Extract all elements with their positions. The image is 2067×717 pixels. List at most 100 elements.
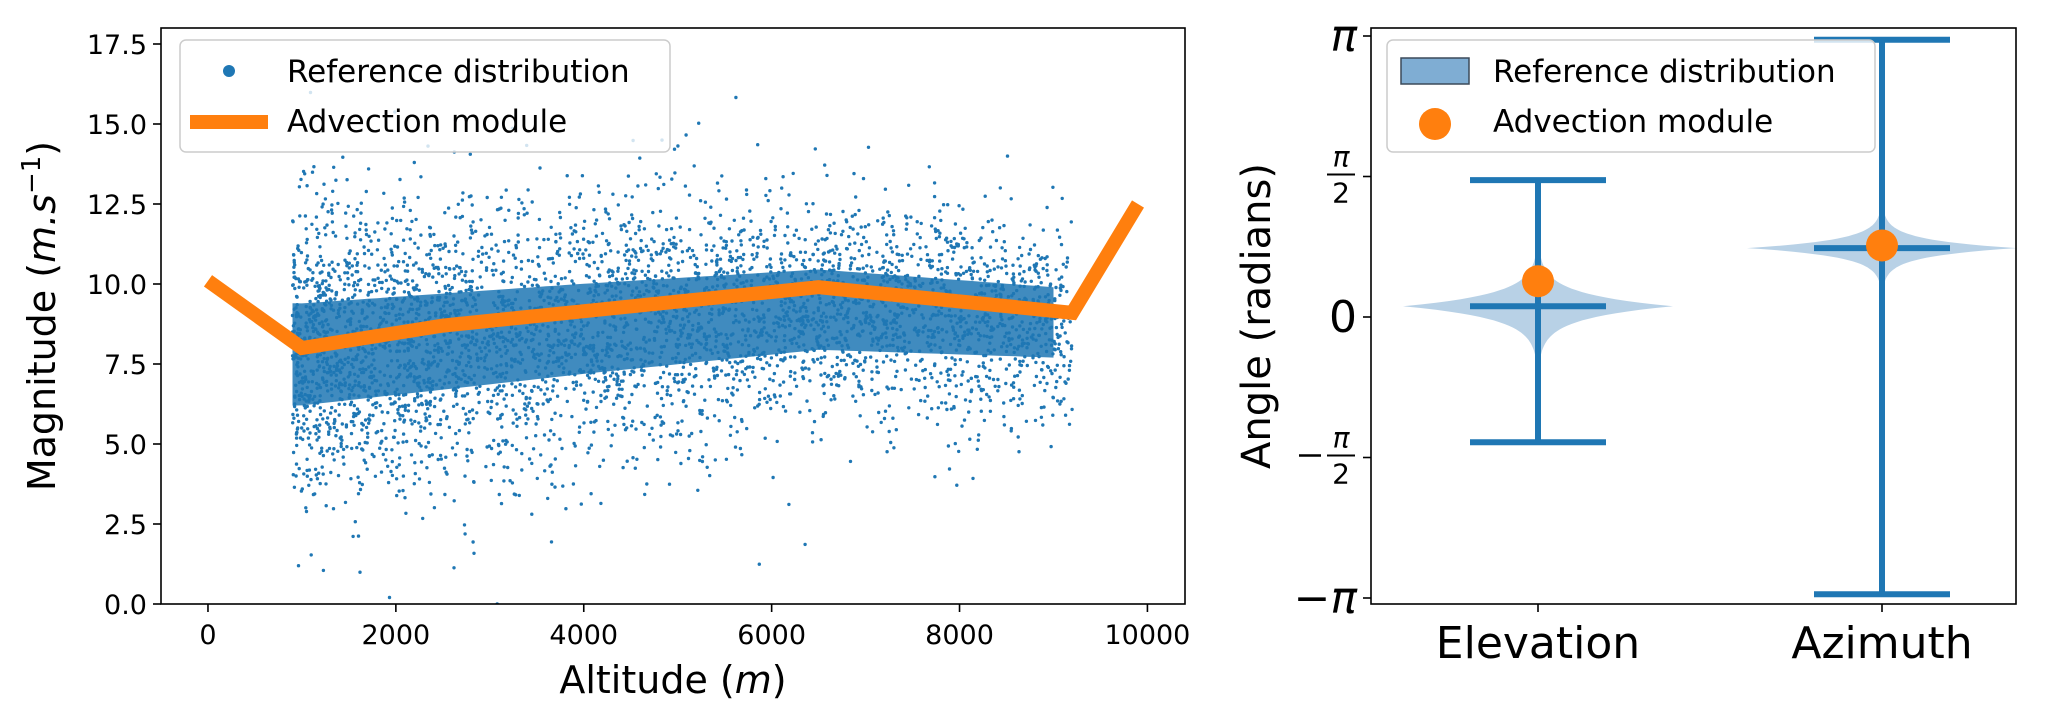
scatter-point bbox=[574, 383, 579, 388]
scatter-point bbox=[303, 280, 307, 284]
scatter-point bbox=[640, 373, 644, 377]
scatter-point bbox=[396, 411, 400, 415]
scatter-point bbox=[764, 193, 768, 198]
scatter-point bbox=[989, 358, 994, 362]
scatter-point bbox=[820, 237, 824, 241]
scatter-point bbox=[573, 464, 578, 468]
scatter-point bbox=[1039, 281, 1043, 285]
scatter-point bbox=[716, 397, 721, 402]
scatter-point bbox=[497, 443, 501, 448]
scatter-point bbox=[359, 201, 363, 205]
scatter-point bbox=[859, 385, 863, 389]
scatter-point bbox=[511, 421, 515, 425]
scatter-point bbox=[635, 457, 639, 461]
scatter-point bbox=[930, 407, 934, 411]
scatter-point bbox=[371, 413, 375, 418]
scatter-point bbox=[333, 419, 337, 423]
scatter-point bbox=[895, 353, 899, 357]
scatter-point bbox=[483, 234, 487, 238]
scatter-point bbox=[409, 418, 413, 422]
scatter-point bbox=[634, 269, 638, 273]
scatter-point bbox=[887, 404, 892, 408]
scatter-point bbox=[867, 246, 872, 250]
scatter-point bbox=[1009, 398, 1013, 403]
scatter-point bbox=[1051, 185, 1055, 189]
scatter-point bbox=[700, 412, 704, 416]
scatter-point bbox=[708, 384, 713, 389]
scatter-point bbox=[420, 401, 424, 406]
scatter-point bbox=[500, 412, 504, 417]
scatter-point bbox=[351, 284, 356, 288]
scatter-point bbox=[567, 202, 572, 206]
scatter-point bbox=[388, 274, 392, 278]
scatter-point bbox=[750, 253, 754, 257]
scatter-point bbox=[413, 438, 418, 443]
scatter-point bbox=[628, 372, 633, 377]
scatter-point bbox=[944, 236, 949, 240]
scatter-point bbox=[423, 412, 427, 416]
scatter-point bbox=[808, 379, 812, 383]
scatter-point bbox=[1060, 325, 1064, 330]
scatter-point bbox=[787, 193, 791, 197]
scatter-point bbox=[788, 355, 793, 359]
scatter-point bbox=[417, 403, 421, 407]
scatter-point bbox=[417, 477, 422, 481]
scatter-point bbox=[345, 236, 349, 240]
scatter-point bbox=[992, 267, 996, 271]
scatter-point bbox=[839, 358, 843, 363]
scatter-point bbox=[416, 395, 420, 399]
scatter-point bbox=[610, 371, 615, 375]
scatter-point bbox=[713, 458, 717, 462]
scatter-point bbox=[334, 178, 338, 182]
scatter-point bbox=[1065, 289, 1069, 294]
scatter-point bbox=[940, 267, 944, 271]
scatter-point bbox=[757, 562, 761, 566]
scatter-point bbox=[810, 431, 815, 435]
scatter-point bbox=[579, 502, 583, 506]
scatter-point bbox=[642, 422, 646, 427]
scatter-point bbox=[656, 186, 660, 191]
scatter-point bbox=[320, 205, 324, 209]
scatter-point bbox=[543, 277, 548, 281]
scatter-point bbox=[469, 224, 473, 228]
scatter-point bbox=[291, 421, 295, 425]
scatter-point bbox=[724, 197, 729, 201]
scatter-point bbox=[1039, 405, 1044, 410]
scatter-point bbox=[680, 372, 684, 377]
scatter-point bbox=[507, 250, 511, 255]
scatter-point bbox=[374, 431, 378, 435]
scatter-point bbox=[315, 227, 319, 231]
scatter-point bbox=[445, 415, 449, 419]
scatter-point bbox=[395, 465, 399, 469]
scatter-point bbox=[570, 279, 574, 283]
scatter-point bbox=[333, 297, 337, 301]
scatter-point bbox=[1028, 266, 1032, 270]
y-tick-label: 2.5 bbox=[104, 510, 147, 541]
scatter-point bbox=[516, 216, 520, 220]
scatter-point bbox=[965, 360, 969, 364]
scatter-point bbox=[797, 236, 801, 241]
scatter-point bbox=[389, 469, 393, 474]
scatter-point bbox=[1037, 275, 1041, 279]
scatter-point bbox=[769, 356, 774, 360]
scatter-point bbox=[332, 165, 336, 169]
scatter-point bbox=[740, 359, 745, 363]
scatter-point bbox=[308, 299, 312, 304]
scatter-point bbox=[844, 363, 849, 367]
scatter-point bbox=[1004, 367, 1009, 371]
scatter-point bbox=[807, 367, 811, 371]
scatter-point bbox=[639, 249, 644, 254]
scatter-point bbox=[1020, 393, 1024, 398]
scatter-point bbox=[889, 440, 893, 445]
scatter-point bbox=[627, 400, 631, 405]
scatter-point bbox=[985, 264, 989, 268]
scatter-point bbox=[502, 384, 506, 388]
scatter-point bbox=[671, 241, 676, 245]
scatter-point bbox=[858, 414, 862, 418]
scatter-point bbox=[863, 225, 867, 229]
scatter-point bbox=[865, 264, 869, 268]
scatter-point bbox=[1060, 275, 1064, 279]
scatter-point bbox=[305, 184, 309, 188]
scatter-point bbox=[310, 222, 314, 226]
